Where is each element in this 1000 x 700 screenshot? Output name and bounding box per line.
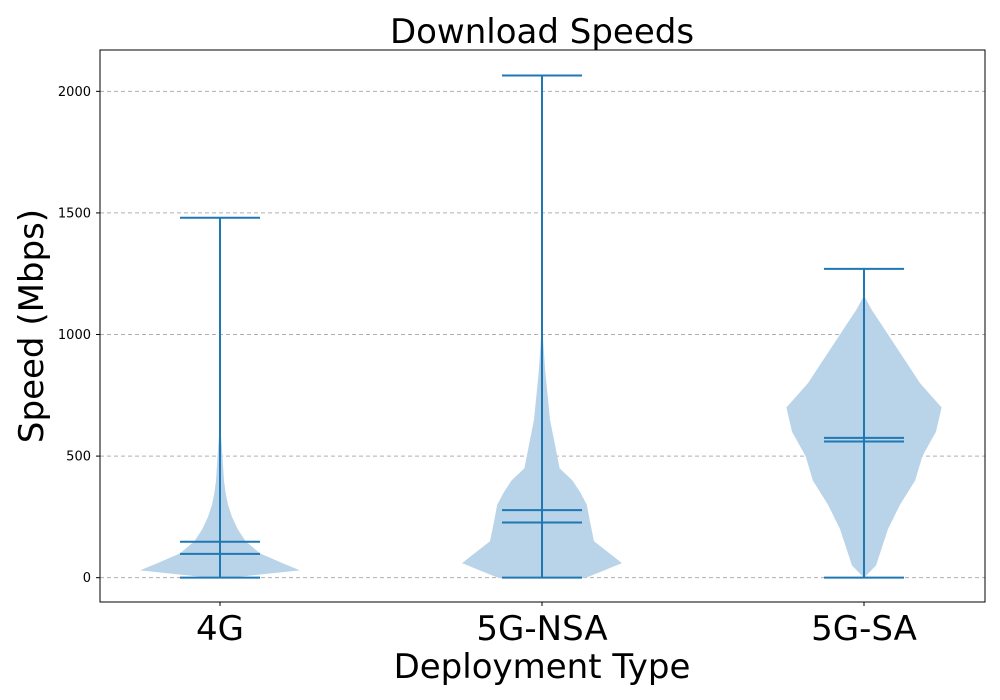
y-tick-label: 1500 xyxy=(58,206,91,221)
violin-layer xyxy=(140,74,942,579)
y-tick-label: 500 xyxy=(66,450,91,465)
x-tick-label: 5G-SA xyxy=(811,609,917,649)
x-tick-label: 5G-NSA xyxy=(476,609,607,649)
x-tick-label: 4G xyxy=(196,609,244,649)
x-axis-label: Deployment Type xyxy=(394,647,691,687)
y-tick-label: 2000 xyxy=(58,85,91,100)
tick-layer: 0 500 1000 1500 2000 4G 5G-NSA 5G-SA xyxy=(58,85,917,649)
y-axis-label: Speed (Mbps) xyxy=(12,209,52,443)
y-tick-label: 1000 xyxy=(58,328,91,343)
y-tick-label: 0 xyxy=(83,571,91,586)
chart-title: Download Speeds xyxy=(390,12,694,52)
